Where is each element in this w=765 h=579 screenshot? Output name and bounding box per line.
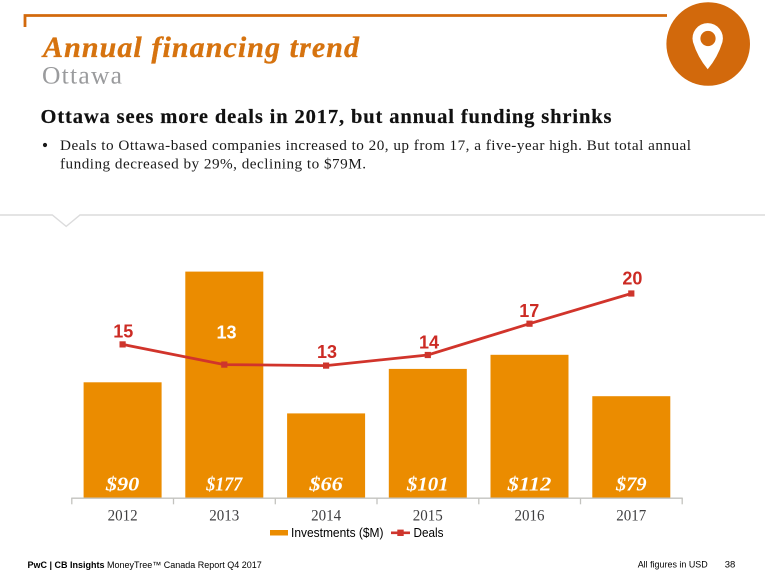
svg-text:15: 15: [113, 322, 133, 342]
svg-text:funding decreased by 29%, decl: funding decreased by 29%, declining to $…: [60, 155, 366, 172]
svg-text:Ottawa sees more deals in 2017: Ottawa sees more deals in 2017, but annu…: [41, 106, 612, 128]
svg-text:38: 38: [725, 560, 736, 571]
svg-text:$101: $101: [406, 474, 449, 496]
svg-text:$66: $66: [308, 474, 343, 496]
svg-text:2014: 2014: [311, 508, 341, 525]
svg-text:Deals: Deals: [414, 526, 444, 540]
svg-text:2016: 2016: [515, 508, 545, 525]
svg-text:Deals to Ottawa-based companie: Deals to Ottawa-based companies increase…: [60, 137, 691, 154]
svg-text:Ottawa: Ottawa: [42, 61, 122, 90]
svg-text:All figures in USD: All figures in USD: [638, 560, 708, 571]
svg-text:Annual financing trend: Annual financing trend: [41, 31, 360, 64]
svg-text:$112: $112: [507, 474, 552, 496]
svg-text:$79: $79: [615, 474, 647, 496]
svg-text:20: 20: [622, 268, 642, 288]
svg-text:14: 14: [419, 332, 439, 352]
svg-text:$177: $177: [205, 474, 243, 496]
svg-text:2012: 2012: [108, 508, 138, 525]
svg-text:13: 13: [317, 342, 337, 362]
svg-text:2013: 2013: [209, 508, 239, 525]
svg-text:2017: 2017: [616, 508, 646, 525]
svg-text:PwC | CB Insights MoneyTree™ C: PwC | CB Insights MoneyTree™ Canada Repo…: [28, 560, 262, 570]
svg-text:Investments ($M): Investments ($M): [291, 526, 384, 540]
svg-text:2015: 2015: [413, 508, 443, 525]
svg-text:17: 17: [519, 301, 539, 321]
svg-text:13: 13: [216, 323, 236, 343]
svg-text:$90: $90: [105, 474, 140, 496]
